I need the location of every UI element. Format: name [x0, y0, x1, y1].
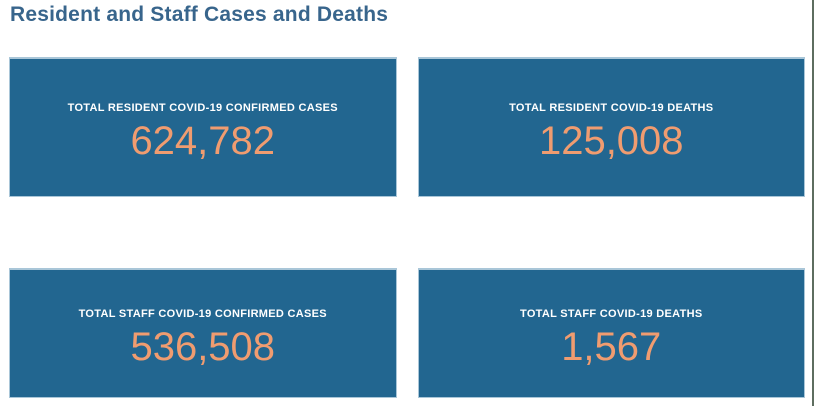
- kpi-card-resident-confirmed-cases: TOTAL RESIDENT COVID-19 CONFIRMED CASES …: [9, 57, 397, 197]
- kpi-card-content: TOTAL RESIDENT COVID-19 DEATHS 125,008: [509, 102, 713, 163]
- kpi-card-staff-deaths: TOTAL STAFF COVID-19 DEATHS 1,567: [417, 268, 805, 398]
- kpi-card-content: TOTAL RESIDENT COVID-19 CONFIRMED CASES …: [68, 102, 338, 163]
- page-edge-line: [812, 0, 814, 406]
- page-title: Resident and Staff Cases and Deaths: [10, 3, 389, 26]
- kpi-card-staff-confirmed-cases: TOTAL STAFF COVID-19 CONFIRMED CASES 536…: [9, 268, 397, 398]
- kpi-value: 536,508: [130, 325, 276, 369]
- kpi-label: TOTAL STAFF COVID-19 CONFIRMED CASES: [78, 308, 327, 320]
- kpi-value: 1,567: [561, 325, 662, 369]
- kpi-label: TOTAL RESIDENT COVID-19 CONFIRMED CASES: [67, 102, 338, 114]
- kpi-card-grid: TOTAL RESIDENT COVID-19 CONFIRMED CASES …: [9, 57, 805, 398]
- kpi-card-resident-deaths: TOTAL RESIDENT COVID-19 DEATHS 125,008: [417, 57, 805, 197]
- kpi-card-content: TOTAL STAFF COVID-19 CONFIRMED CASES 536…: [79, 308, 327, 369]
- kpi-card-content: TOTAL STAFF COVID-19 DEATHS 1,567: [520, 308, 702, 369]
- kpi-value: 125,008: [538, 119, 684, 163]
- kpi-label: TOTAL STAFF COVID-19 DEATHS: [520, 308, 703, 320]
- kpi-label: TOTAL RESIDENT COVID-19 DEATHS: [509, 102, 714, 114]
- kpi-value: 624,782: [130, 119, 276, 163]
